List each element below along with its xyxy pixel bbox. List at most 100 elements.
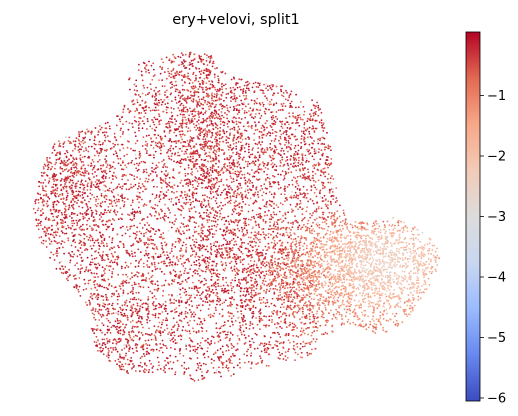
- scatter-point: [292, 196, 295, 199]
- scatter-point: [410, 291, 412, 294]
- scatter-point: [169, 298, 172, 301]
- scatter-point: [209, 258, 211, 260]
- scatter-point: [298, 289, 301, 292]
- scatter-point: [186, 194, 189, 197]
- scatter-point: [187, 119, 190, 122]
- scatter-point: [154, 204, 157, 206]
- scatter-point: [168, 72, 171, 75]
- scatter-point: [417, 277, 419, 280]
- scatter-point: [196, 306, 199, 309]
- scatter-point: [348, 259, 350, 262]
- scatter-point: [234, 320, 237, 322]
- scatter-point: [200, 169, 203, 172]
- scatter-point: [284, 277, 286, 279]
- scatter-point: [207, 180, 210, 183]
- scatter-point: [95, 175, 98, 177]
- scatter-point: [342, 284, 344, 287]
- scatter-point: [355, 242, 358, 245]
- scatter-point: [410, 252, 413, 255]
- scatter-point: [230, 155, 233, 158]
- scatter-point: [189, 139, 192, 142]
- scatter-point: [297, 310, 300, 312]
- scatter-point: [295, 343, 298, 346]
- scatter-point: [122, 365, 125, 368]
- scatter-point: [172, 340, 175, 343]
- scatter-point: [228, 188, 230, 191]
- scatter-point: [245, 87, 248, 90]
- scatter-point: [388, 262, 391, 264]
- scatter-point: [105, 198, 108, 201]
- scatter-point: [316, 101, 318, 104]
- scatter-point: [111, 261, 114, 264]
- scatter-point: [133, 215, 136, 218]
- scatter-point: [149, 83, 152, 85]
- scatter-point: [71, 211, 73, 214]
- scatter-point: [100, 151, 102, 153]
- scatter-point: [205, 130, 207, 132]
- scatter-point: [55, 224, 58, 227]
- scatter-point: [72, 140, 75, 143]
- scatter-point: [373, 308, 375, 311]
- scatter-point: [52, 145, 55, 148]
- scatter-point: [254, 199, 257, 202]
- scatter-point: [228, 162, 231, 164]
- scatter-point: [255, 224, 258, 227]
- scatter-point: [356, 238, 359, 240]
- scatter-point: [98, 218, 101, 221]
- scatter-point: [339, 273, 341, 276]
- scatter-point: [141, 183, 144, 185]
- scatter-point: [375, 241, 377, 243]
- scatter-point: [63, 232, 66, 235]
- scatter-point: [245, 294, 248, 296]
- scatter-point: [61, 167, 63, 170]
- scatter-point: [131, 174, 133, 177]
- scatter-point: [279, 251, 281, 254]
- scatter-point: [315, 188, 318, 191]
- scatter-point: [51, 219, 54, 222]
- scatter-point: [90, 162, 93, 165]
- scatter-point: [341, 303, 344, 306]
- scatter-point: [201, 175, 204, 178]
- scatter-point: [301, 270, 303, 273]
- scatter-point: [237, 173, 240, 176]
- scatter-point: [95, 239, 97, 242]
- scatter-point: [167, 149, 170, 151]
- scatter-point: [209, 247, 212, 250]
- scatter-point: [207, 369, 209, 372]
- scatter-point: [269, 336, 272, 339]
- scatter-point: [141, 127, 144, 130]
- scatter-point: [126, 276, 129, 278]
- scatter-point: [238, 95, 241, 98]
- scatter-point: [354, 221, 357, 223]
- scatter-point: [369, 323, 372, 326]
- scatter-point: [52, 201, 54, 204]
- scatter-point: [190, 264, 193, 267]
- scatter-point: [184, 312, 187, 315]
- scatter-point: [76, 262, 78, 264]
- scatter-point: [348, 268, 350, 271]
- scatter-point: [75, 166, 77, 169]
- scatter-point: [132, 303, 135, 306]
- scatter-point: [294, 117, 297, 120]
- scatter-point: [178, 109, 181, 112]
- scatter-point: [276, 345, 279, 347]
- scatter-point: [122, 161, 124, 164]
- scatter-point: [285, 131, 288, 134]
- scatter-point: [240, 141, 242, 144]
- scatter-point: [143, 235, 145, 237]
- scatter-point: [240, 333, 243, 336]
- scatter-point: [306, 189, 308, 191]
- scatter-point: [129, 218, 132, 221]
- scatter-point: [228, 110, 231, 113]
- scatter-point: [162, 369, 165, 372]
- scatter-point: [320, 240, 322, 243]
- scatter-point: [264, 351, 266, 354]
- scatter-point: [269, 228, 272, 231]
- scatter-point: [273, 163, 276, 166]
- scatter-point: [313, 263, 316, 265]
- scatter-point: [218, 115, 221, 117]
- scatter-point: [73, 253, 75, 256]
- scatter-point: [262, 165, 265, 167]
- scatter-point: [258, 299, 261, 301]
- scatter-point: [210, 245, 213, 248]
